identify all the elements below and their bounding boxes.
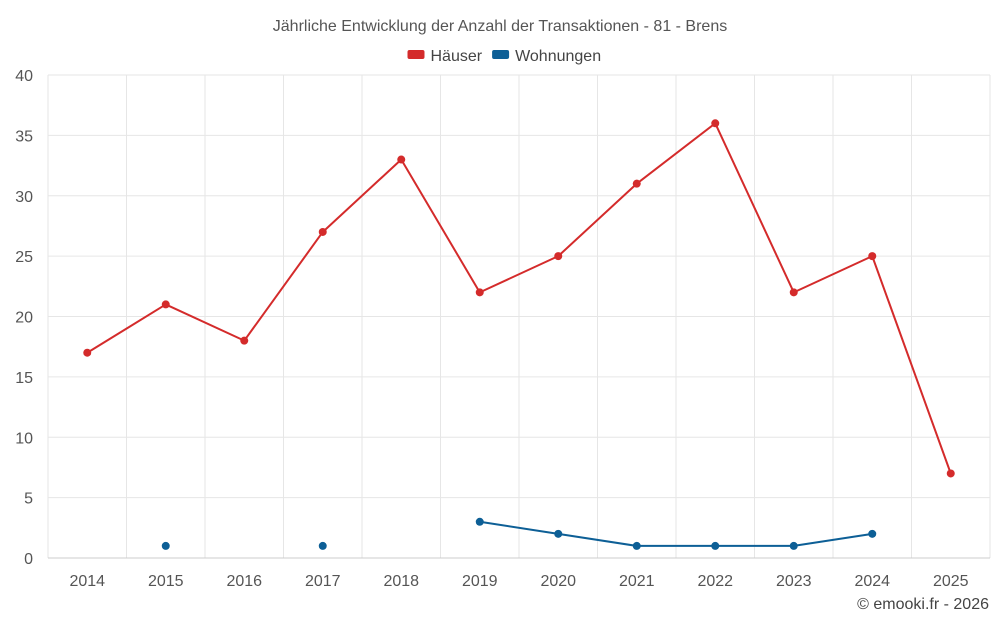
data-point[interactable]: [711, 119, 720, 128]
data-point[interactable]: [318, 227, 327, 236]
data-point[interactable]: [554, 252, 563, 261]
data-point[interactable]: [711, 541, 720, 550]
legend-swatch: [407, 50, 425, 59]
y-tick-label: 40: [15, 68, 33, 85]
series-wohnungen: [161, 517, 877, 550]
x-tick-label: 2023: [776, 573, 812, 590]
x-tick-label: 2019: [462, 573, 498, 590]
y-tick-label: 20: [15, 310, 33, 327]
x-tick-label: 2018: [383, 573, 419, 590]
series-layer: [83, 119, 955, 550]
data-point[interactable]: [789, 541, 798, 550]
data-point[interactable]: [83, 348, 92, 357]
data-point[interactable]: [397, 155, 406, 164]
data-point[interactable]: [475, 517, 484, 526]
series-line: [479, 520, 873, 547]
data-point[interactable]: [161, 300, 170, 309]
y-tick-label: 5: [24, 491, 33, 508]
data-point[interactable]: [946, 469, 955, 478]
grid: [47, 74, 991, 558]
y-tick-label: 30: [15, 189, 33, 206]
x-tick-label: 2016: [226, 573, 262, 590]
legend-item-haeuser[interactable]: Häuser: [407, 48, 483, 65]
legend-label: Wohnungen: [515, 48, 601, 65]
x-tick-label: 2017: [305, 573, 341, 590]
data-point[interactable]: [789, 288, 798, 297]
x-tick-label: 2014: [69, 573, 105, 590]
y-tick-label: 15: [15, 370, 33, 387]
x-tick-label: 2025: [933, 573, 969, 590]
x-tick-label: 2015: [148, 573, 184, 590]
x-tick-label: 2022: [697, 573, 733, 590]
y-tick-label: 0: [24, 551, 33, 568]
legend-item-wohnungen[interactable]: Wohnungen: [492, 48, 601, 65]
x-tick-label: 2024: [854, 573, 890, 590]
y-tick-label: 10: [15, 430, 33, 447]
data-point[interactable]: [632, 179, 641, 188]
legend-swatch: [492, 50, 510, 59]
series-haeuser: [83, 119, 955, 478]
credit-text: © emooki.fr - 2026: [857, 596, 989, 613]
chart-title: Jährliche Entwicklung der Anzahl der Tra…: [273, 18, 727, 35]
x-tick-label: 2020: [540, 573, 576, 590]
data-point[interactable]: [632, 541, 641, 550]
data-point[interactable]: [554, 529, 563, 538]
data-point[interactable]: [318, 541, 327, 550]
series-line: [86, 122, 952, 474]
data-point[interactable]: [475, 288, 484, 297]
x-tick-label: 2021: [619, 573, 655, 590]
data-point[interactable]: [240, 336, 249, 345]
legend-label: Häuser: [431, 48, 483, 65]
legend: Häuser Wohnungen: [407, 48, 601, 65]
data-point[interactable]: [868, 252, 877, 261]
y-tick-label: 35: [15, 128, 33, 145]
data-point[interactable]: [868, 529, 877, 538]
y-tick-label: 25: [15, 249, 33, 266]
data-point[interactable]: [161, 541, 170, 550]
